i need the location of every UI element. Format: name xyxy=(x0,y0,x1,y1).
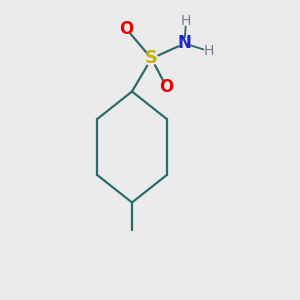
Text: O: O xyxy=(119,20,133,38)
Text: O: O xyxy=(159,78,174,96)
Text: H: H xyxy=(181,14,191,28)
Text: S: S xyxy=(145,50,158,68)
Text: N: N xyxy=(178,34,191,52)
Text: H: H xyxy=(203,44,214,58)
